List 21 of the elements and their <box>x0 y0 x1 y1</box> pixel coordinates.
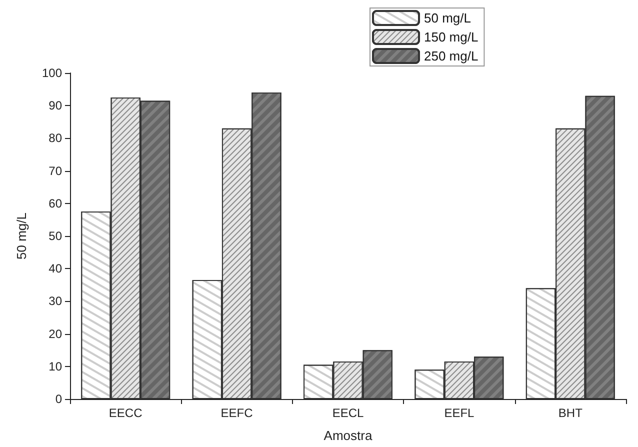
y-tick-label: 70 <box>48 164 62 178</box>
y-tick-label: 0 <box>55 392 62 406</box>
legend-label: 50 mg/L <box>424 10 471 26</box>
x-tick-label: EEFC <box>220 406 254 420</box>
y-tick-label: 60 <box>48 196 62 210</box>
y-tick-label: 20 <box>48 326 62 341</box>
x-tick-label: BHT <box>558 406 584 420</box>
y-tick-label: 50 <box>48 229 62 243</box>
y-axis-title: 50 mg/L <box>14 212 29 260</box>
y-tick-label: 80 <box>48 131 62 146</box>
x-tick-label: EECL <box>332 406 364 420</box>
y-tick-label: 90 <box>48 98 62 113</box>
legend-label: 250 mg/L <box>424 48 478 64</box>
y-tick-label: 30 <box>48 294 62 308</box>
y-tick-label: 10 <box>48 359 62 374</box>
x-axis-title: Amostra <box>324 428 373 443</box>
y-tick-label: 40 <box>48 262 62 276</box>
y-tick-label: 100 <box>42 66 62 80</box>
legend-label: 150 mg/L <box>424 30 478 44</box>
x-tick-label: EECC <box>108 406 143 420</box>
x-tick-label: EEFL <box>444 406 475 420</box>
